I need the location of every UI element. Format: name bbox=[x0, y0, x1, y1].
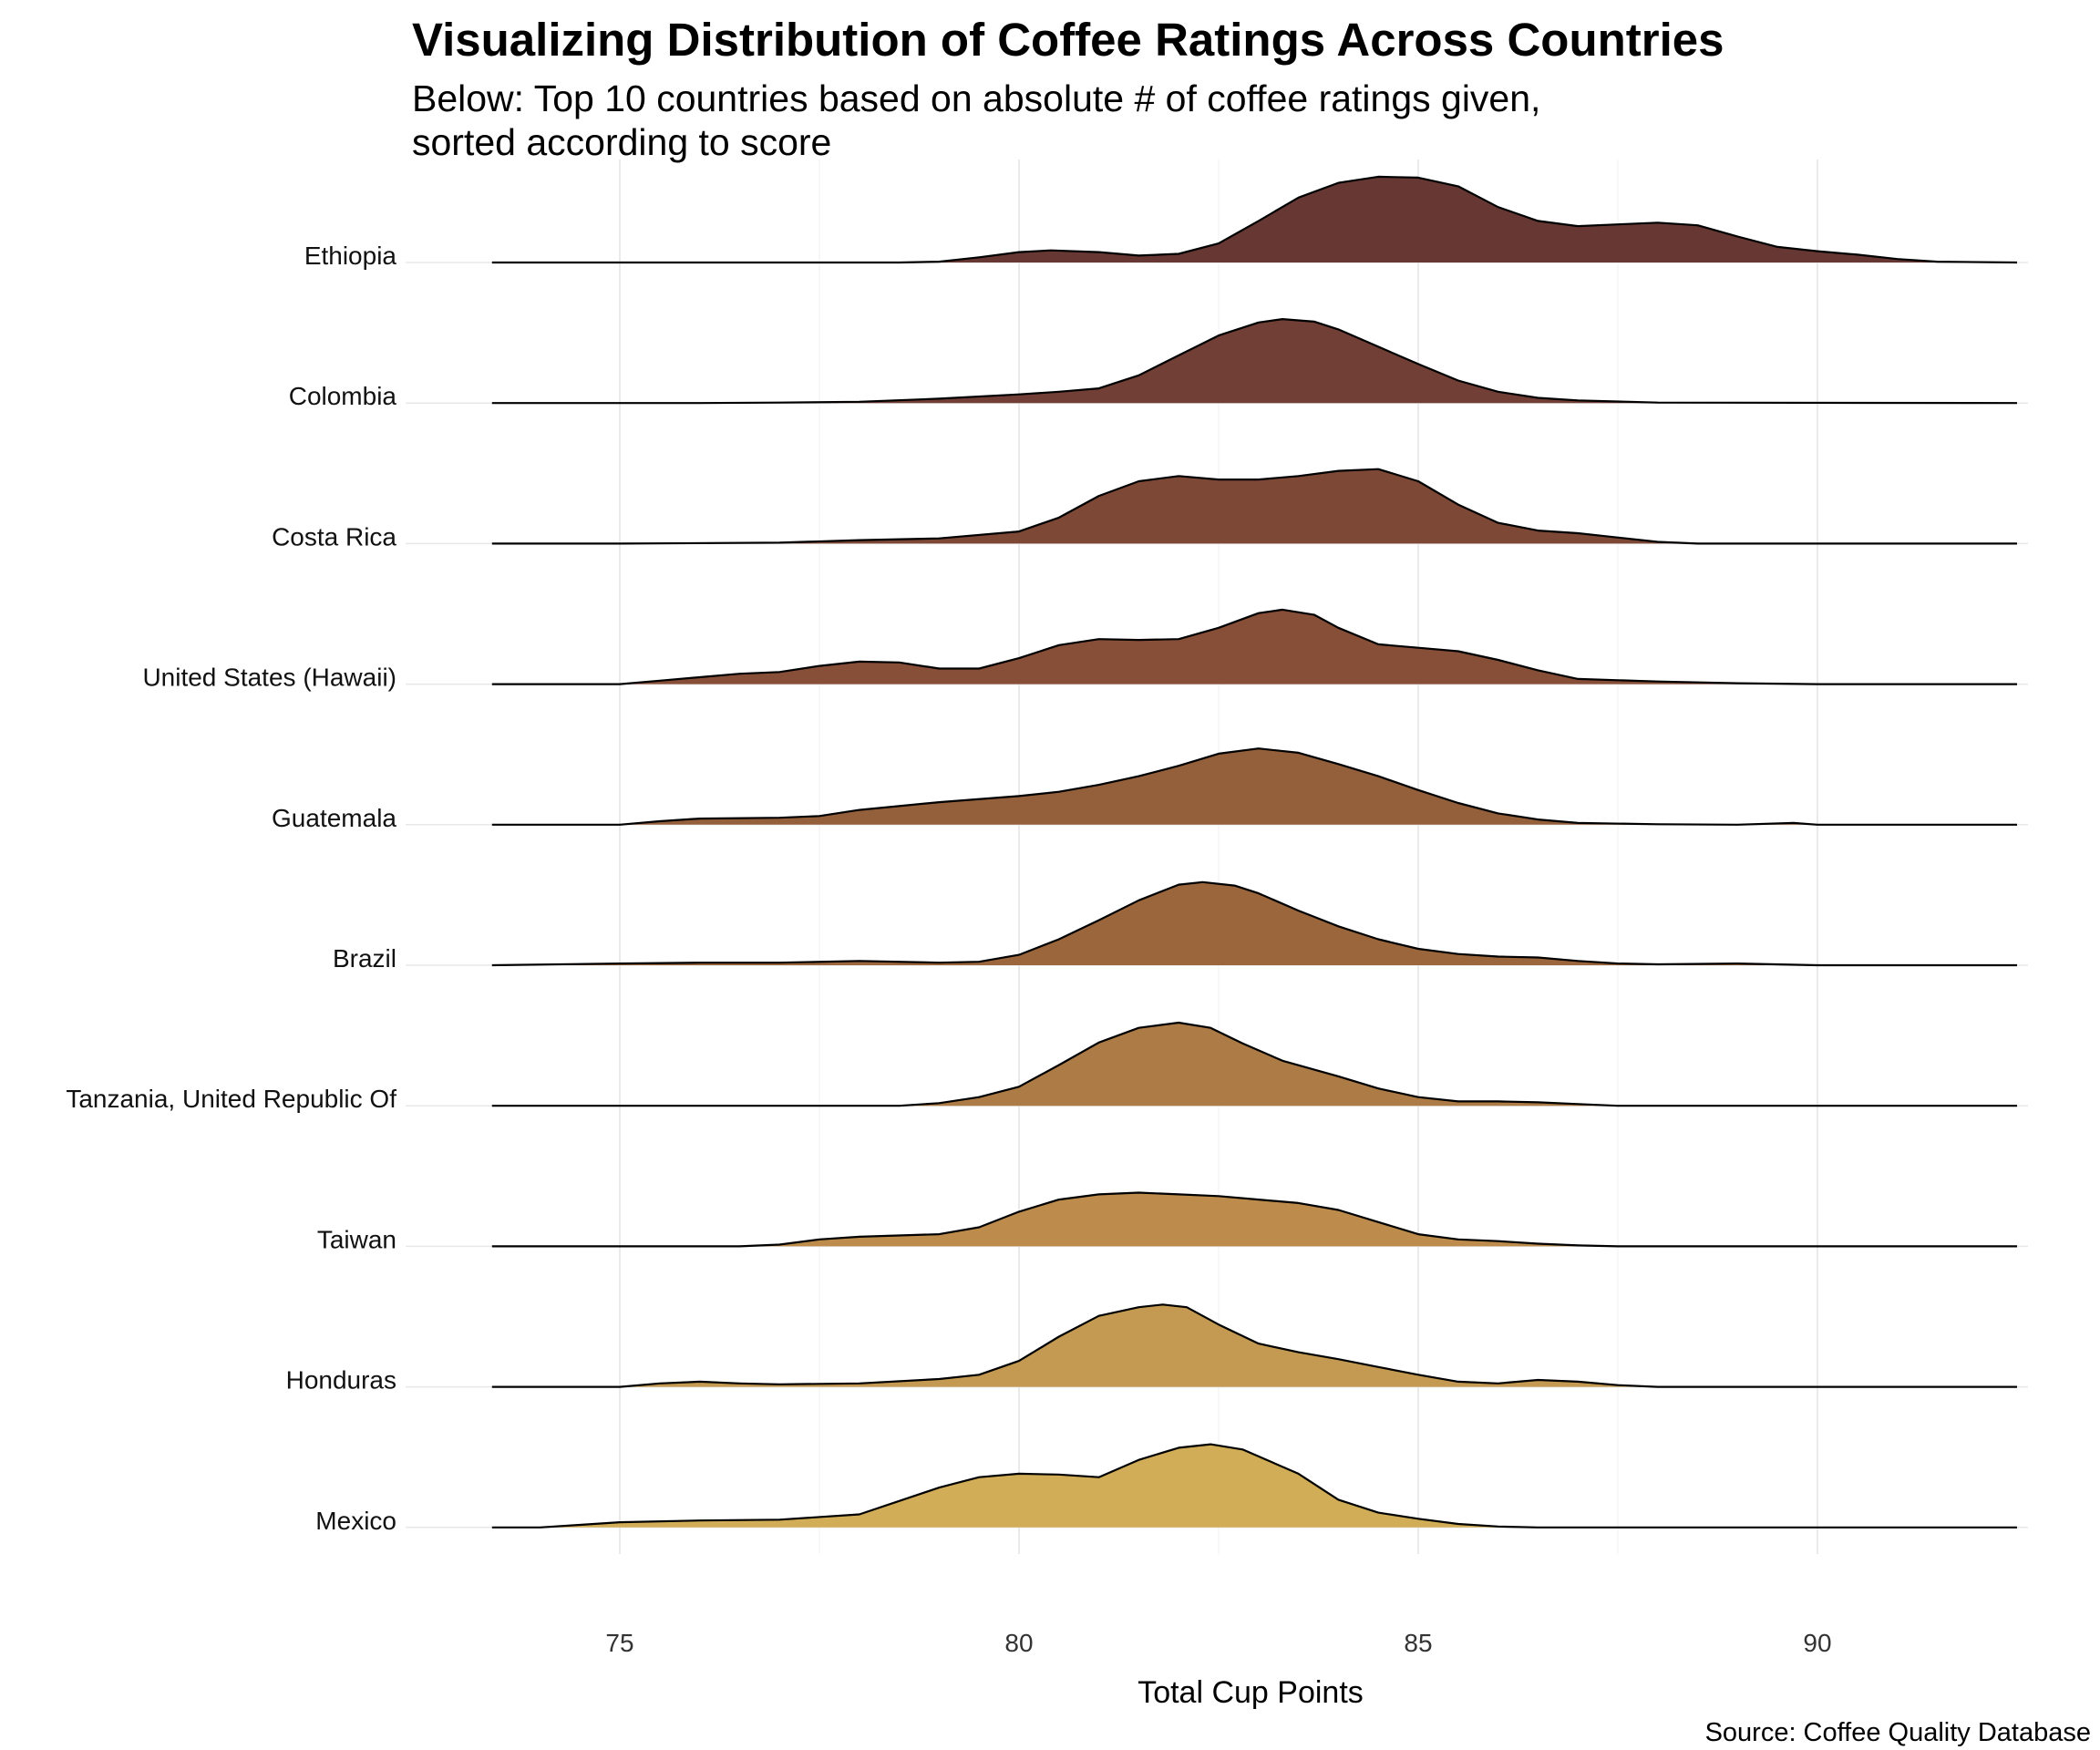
chart-subtitle: Below: Top 10 countries based on absolut… bbox=[412, 77, 2053, 164]
y-tick-label: Costa Rica bbox=[272, 522, 396, 551]
ridge-area bbox=[491, 319, 2017, 404]
y-tick-label: Tanzania, United Republic Of bbox=[66, 1085, 396, 1113]
subtitle-line-1: Below: Top 10 countries based on absolut… bbox=[412, 77, 1541, 119]
x-tick-label: 90 bbox=[1803, 1629, 1831, 1657]
x-tick-label: 85 bbox=[1404, 1629, 1432, 1657]
ridge-area bbox=[491, 176, 2017, 262]
y-tick-labels: Ethiopia Colombia Costa Rica United States … bbox=[66, 242, 396, 1535]
x-axis-label: Total Cup Points bbox=[1138, 1675, 1364, 1710]
ridge-outline bbox=[491, 747, 2017, 826]
y-tick-label: United States (Hawaii) bbox=[142, 664, 396, 692]
y-tick-label: Colombia bbox=[289, 382, 397, 410]
ridge-outline bbox=[491, 1191, 2017, 1248]
ridge-outline bbox=[491, 468, 2017, 545]
ridge-outline bbox=[491, 175, 2018, 264]
ridge-area bbox=[491, 1304, 2017, 1387]
ridge-outline bbox=[491, 608, 2017, 685]
ridge-area bbox=[491, 1023, 2017, 1107]
ridge-area bbox=[491, 468, 2017, 544]
ridge-area bbox=[491, 609, 2017, 685]
chart-title: Visualizing Distribution of Coffee Ratin… bbox=[412, 14, 1724, 66]
ridge-outline bbox=[491, 318, 2018, 405]
ridge-outline bbox=[491, 1303, 2017, 1388]
x-tick-label: 75 bbox=[605, 1629, 633, 1657]
y-tick-label: Honduras bbox=[286, 1366, 396, 1395]
ridge-outline bbox=[491, 1021, 2017, 1107]
subtitle-line-2: sorted according to score bbox=[412, 121, 832, 163]
y-tick-label: Taiwan bbox=[317, 1225, 396, 1253]
ridge-outline bbox=[491, 1443, 2017, 1529]
ridge-area bbox=[491, 748, 2017, 825]
y-tick-label: Guatemala bbox=[272, 804, 396, 832]
y-tick-label: Brazil bbox=[333, 944, 396, 973]
y-tick-label: Mexico bbox=[315, 1507, 396, 1535]
x-tick-label: 80 bbox=[1004, 1629, 1033, 1657]
source-caption: Source: Coffee Quality Database bbox=[1704, 1718, 2091, 1747]
y-tick-label: Ethiopia bbox=[304, 242, 397, 270]
ridge-area bbox=[491, 1444, 2017, 1528]
ridge-area bbox=[491, 881, 2017, 965]
x-tick-labels: 75 80 85 90 bbox=[605, 1629, 1831, 1657]
ridge-area bbox=[491, 1192, 2017, 1247]
ridges-layer bbox=[491, 175, 2018, 1529]
ridge-outline bbox=[491, 880, 2017, 967]
